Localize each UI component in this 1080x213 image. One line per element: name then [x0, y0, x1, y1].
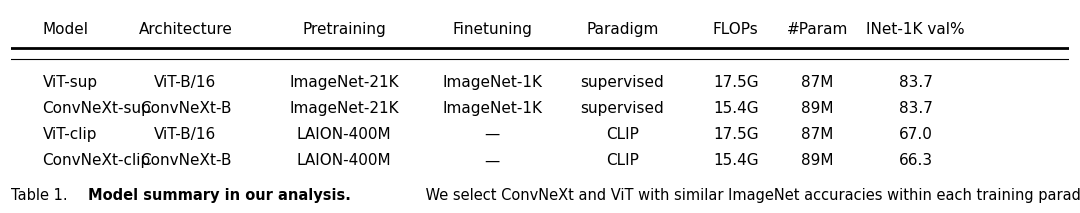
Text: 15.4G: 15.4G	[713, 153, 758, 168]
Text: LAION-400M: LAION-400M	[297, 127, 392, 142]
Text: supervised: supervised	[581, 101, 664, 116]
Text: Paradigm: Paradigm	[586, 22, 659, 37]
Text: ConvNeXt-B: ConvNeXt-B	[139, 101, 231, 116]
Text: Architecture: Architecture	[138, 22, 232, 37]
Text: Finetuning: Finetuning	[453, 22, 532, 37]
Text: 87M: 87M	[801, 127, 834, 142]
Text: 83.7: 83.7	[899, 75, 933, 90]
Text: —: —	[485, 127, 500, 142]
Text: 89M: 89M	[801, 153, 834, 168]
Text: ViT-clip: ViT-clip	[42, 127, 97, 142]
Text: ViT-B/16: ViT-B/16	[154, 75, 217, 90]
Text: ImageNet-21K: ImageNet-21K	[289, 101, 399, 116]
Text: ConvNeXt-sup: ConvNeXt-sup	[42, 101, 151, 116]
Text: Model: Model	[42, 22, 89, 37]
Text: 67.0: 67.0	[899, 127, 933, 142]
Text: 66.3: 66.3	[899, 153, 933, 168]
Text: Table 1.: Table 1.	[11, 188, 72, 203]
Text: FLOPs: FLOPs	[713, 22, 758, 37]
Text: CLIP: CLIP	[606, 127, 639, 142]
Text: #Param: #Param	[786, 22, 848, 37]
Text: 83.7: 83.7	[899, 101, 933, 116]
Text: We select ConvNeXt and ViT with similar ImageNet accuracies within each training: We select ConvNeXt and ViT with similar …	[421, 188, 1080, 203]
Text: Model summary in our analysis.: Model summary in our analysis.	[89, 188, 351, 203]
Text: 89M: 89M	[801, 101, 834, 116]
Text: —: —	[485, 153, 500, 168]
Text: 15.4G: 15.4G	[713, 101, 758, 116]
Text: supervised: supervised	[581, 75, 664, 90]
Text: 17.5G: 17.5G	[713, 75, 758, 90]
Text: ConvNeXt-clip: ConvNeXt-clip	[42, 153, 151, 168]
Text: Pretraining: Pretraining	[302, 22, 386, 37]
Text: ConvNeXt-B: ConvNeXt-B	[139, 153, 231, 168]
Text: ImageNet-1K: ImageNet-1K	[443, 75, 542, 90]
Text: INet-1K val%: INet-1K val%	[866, 22, 966, 37]
Text: 17.5G: 17.5G	[713, 127, 758, 142]
Text: ViT-B/16: ViT-B/16	[154, 127, 217, 142]
Text: 87M: 87M	[801, 75, 834, 90]
Text: ViT-sup: ViT-sup	[42, 75, 97, 90]
Text: CLIP: CLIP	[606, 153, 639, 168]
Text: LAION-400M: LAION-400M	[297, 153, 392, 168]
Text: ImageNet-21K: ImageNet-21K	[289, 75, 399, 90]
Text: ImageNet-1K: ImageNet-1K	[443, 101, 542, 116]
